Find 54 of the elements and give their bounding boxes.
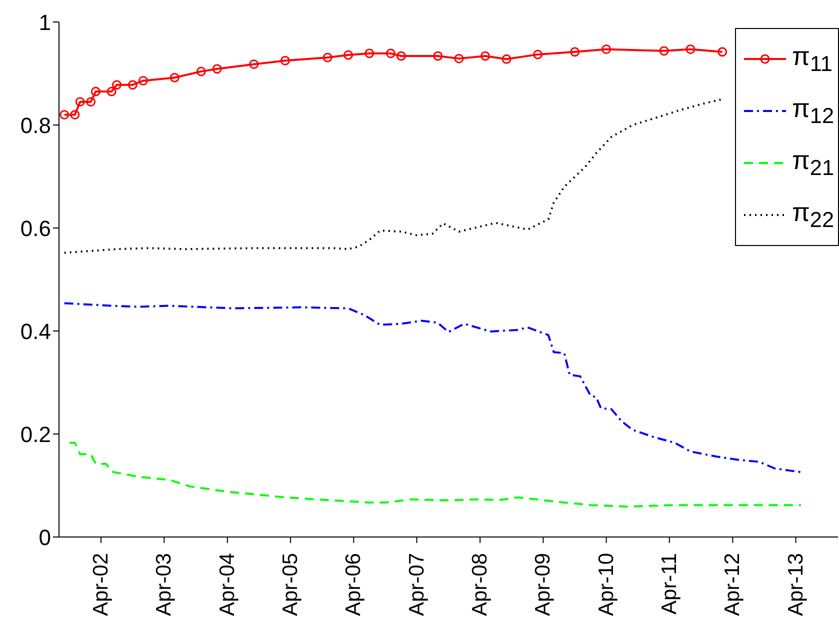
x-tick-label: Apr-10 [594, 553, 618, 616]
point [686, 44, 696, 54]
point [454, 54, 464, 64]
point [502, 54, 512, 64]
x-tick-label: Apr-11 [658, 553, 681, 614]
point [602, 44, 612, 54]
legend-label: π$_{12}$ [792, 92, 834, 130]
point [128, 80, 138, 90]
y-tick-label: 0.2 [20, 422, 51, 447]
point [433, 51, 443, 61]
point [480, 51, 490, 61]
point [196, 66, 206, 76]
point [60, 110, 70, 120]
point [170, 72, 180, 82]
line-series [63, 302, 802, 474]
point [396, 51, 406, 61]
y-tick-label: 0.8 [20, 112, 51, 138]
point [86, 97, 96, 107]
point [364, 48, 374, 58]
y-tick-label: 1 [38, 10, 51, 35]
point [280, 56, 290, 66]
x-tick-label: Apr-06 [342, 553, 366, 616]
point [344, 50, 354, 60]
point [386, 48, 396, 58]
point [106, 86, 116, 96]
x-tick-label: Apr-04 [216, 552, 239, 616]
legend-label: π$_{11}$ [792, 40, 832, 78]
x-tick-label: Apr-05 [279, 553, 302, 616]
x-tick-label: Apr-02 [90, 553, 113, 616]
point [322, 52, 332, 62]
line-series [68, 442, 802, 508]
point [138, 76, 148, 86]
x-tick-label: Apr-12 [721, 553, 744, 616]
point [70, 110, 80, 120]
y-tick-label: 0.4 [20, 318, 51, 344]
point [718, 47, 728, 57]
point [249, 59, 259, 69]
point [75, 97, 85, 107]
point [212, 64, 222, 74]
point [90, 86, 100, 96]
x-tick-label: Apr-08 [468, 553, 492, 616]
legend-label: π$_{21}$ [792, 144, 834, 182]
x-tick-label: Apr-03 [152, 553, 176, 616]
y-tick-label: 0 [38, 524, 51, 550]
point [570, 47, 580, 57]
line-series [63, 98, 724, 254]
legend-label: π$_{22}$ [792, 196, 834, 234]
point [659, 46, 669, 56]
y-tick-label: 0.6 [20, 216, 51, 241]
x-tick-label: Apr-13 [784, 553, 808, 616]
x-tick-label: Apr-09 [532, 553, 555, 616]
point [112, 80, 122, 90]
x-tick-label: Apr-07 [405, 553, 428, 616]
point [533, 50, 543, 60]
